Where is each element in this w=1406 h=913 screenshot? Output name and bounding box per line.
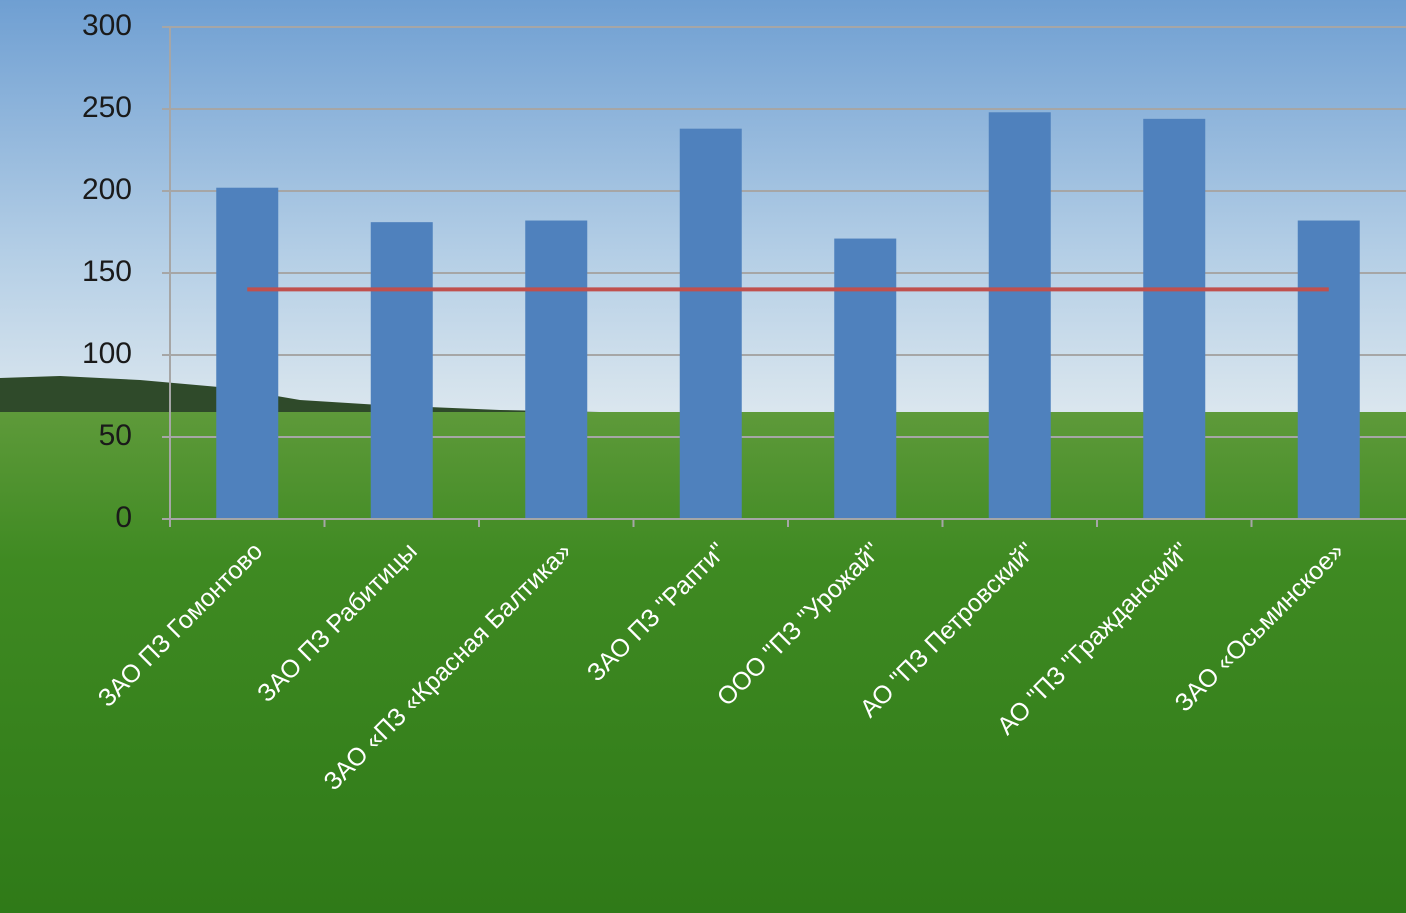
y-tick-label: 0 xyxy=(115,501,132,534)
bar xyxy=(1143,118,1206,519)
y-tick-label: 100 xyxy=(82,337,132,370)
y-tick-label: 50 xyxy=(99,419,132,452)
y-tick-label: 250 xyxy=(82,91,132,124)
y-tick-label: 150 xyxy=(82,255,132,288)
y-tick-label: 200 xyxy=(82,173,132,206)
bar xyxy=(679,128,742,519)
bar xyxy=(525,220,588,519)
bar xyxy=(216,187,279,519)
bar xyxy=(988,112,1051,519)
bar xyxy=(1297,220,1360,519)
y-tick-label: 300 xyxy=(82,9,132,42)
bar xyxy=(834,238,897,519)
bar xyxy=(370,222,433,519)
